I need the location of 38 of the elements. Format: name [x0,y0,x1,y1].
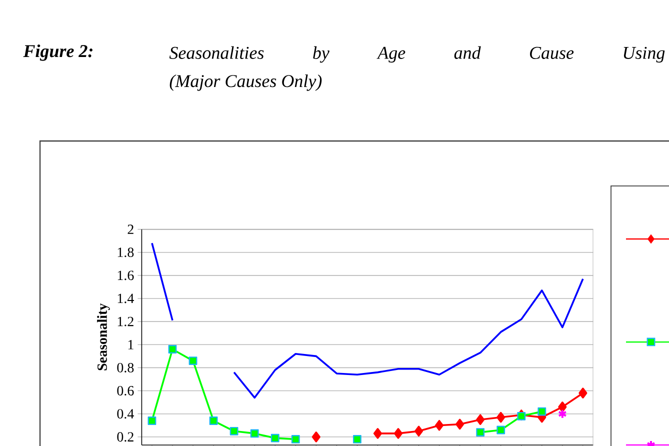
point [373,428,382,439]
chart-subtitle: (Major Causes Only) [170,74,322,91]
y-tick-label: 1.8 [118,248,134,258]
y-tick-label: 1.6 [118,270,134,280]
point [558,408,567,419]
point [456,418,464,430]
point [312,432,320,442]
point [188,356,198,365]
point [538,407,546,416]
point [394,428,403,439]
point [578,388,588,398]
point [168,345,177,354]
point [414,426,424,437]
point [476,414,485,426]
y-axis-title: Seasonality [97,303,110,370]
caption: Figure 2: [23,44,92,61]
y-tick-label: 0.6 [117,386,134,396]
point [148,416,156,425]
y-tick-label: 2 [128,224,134,234]
point [250,429,259,438]
y-tick-label: 0.4 [117,409,134,419]
point [476,428,485,436]
point [496,412,506,423]
point [435,420,444,431]
chart-title: Seasonalities by Age and Cause Using [169,46,665,63]
y-tick-label: 1 [128,340,134,350]
point [230,426,238,436]
point [209,416,218,425]
y-tick-label: 1.4 [118,294,134,304]
y-tick-label: 0.2 [117,432,134,442]
point [496,426,506,434]
y-tick-label: 0.8 [117,362,134,372]
point [270,434,280,442]
point [558,402,567,412]
point [291,435,300,444]
line-series [233,278,584,399]
point [352,435,362,444]
y-tick-label: 1.2 [118,316,134,326]
